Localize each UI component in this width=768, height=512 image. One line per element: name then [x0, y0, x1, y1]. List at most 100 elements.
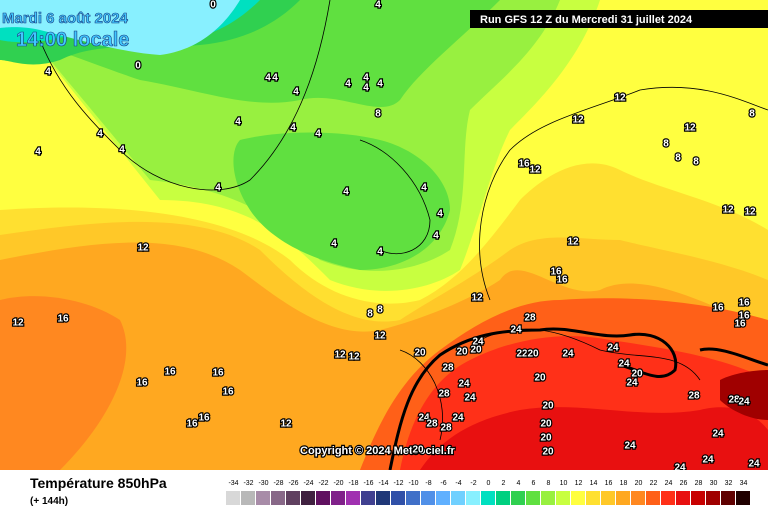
- scale-swatch: [721, 491, 735, 505]
- scale-swatch: [481, 491, 495, 505]
- contour-label: 4: [363, 83, 369, 94]
- scale-swatch: [616, 491, 630, 505]
- contour-label: 20: [527, 349, 539, 360]
- scale-swatch: [586, 491, 600, 505]
- contour-label: 28: [426, 419, 438, 430]
- scale-label: -26: [288, 480, 298, 487]
- contour-label: 4: [345, 79, 351, 90]
- contour-label: 12: [471, 293, 483, 304]
- copyright: Copyright © 2024 Meteociel.fr: [300, 445, 456, 457]
- scale-label: 14: [590, 480, 598, 487]
- contour-label: 12: [348, 352, 360, 363]
- scale-label: 10: [560, 480, 568, 487]
- contour-label: 4: [45, 67, 51, 78]
- scale-label: -34: [228, 480, 238, 487]
- scale-label: 20: [635, 480, 643, 487]
- scale-swatch: [646, 491, 660, 505]
- contour-label: 8: [375, 109, 381, 120]
- contour-label: 24: [702, 455, 714, 466]
- scale-label: 24: [665, 480, 673, 487]
- contour-label: 12: [614, 93, 626, 104]
- contour-label: 28: [728, 395, 740, 406]
- scale-label: -6: [440, 480, 446, 487]
- contour-label: 12: [744, 207, 756, 218]
- scale-label: 28: [695, 480, 703, 487]
- contour-label: 12: [374, 331, 386, 342]
- contour-label: 4: [97, 129, 103, 140]
- contour-label: 24: [626, 378, 638, 389]
- contour-label: 4: [35, 147, 41, 158]
- contour-label: 24: [510, 325, 522, 336]
- contour-label: 16: [738, 311, 750, 322]
- isotherm-24: [388, 327, 768, 470]
- scale-swatch: [256, 491, 270, 505]
- contour-label: 16: [556, 275, 568, 286]
- contour-label: 4: [235, 117, 241, 128]
- scale-label: -2: [470, 480, 476, 487]
- scale-swatch: [661, 491, 675, 505]
- contour-label: 16: [712, 303, 724, 314]
- scale-swatch: [466, 491, 480, 505]
- scale-label: -12: [393, 480, 403, 487]
- scale-swatch: [571, 491, 585, 505]
- contour-label: 20: [540, 433, 552, 444]
- contour-label: 12: [722, 205, 734, 216]
- scale-swatch: [301, 491, 315, 505]
- contour-label: 4: [331, 239, 337, 250]
- contour-label: 16: [164, 367, 176, 378]
- contour-label: 28: [440, 423, 452, 434]
- legend-subtitle: (+ 144h): [30, 496, 68, 507]
- scale-label: 30: [710, 480, 718, 487]
- scale-label: 2: [502, 480, 506, 487]
- contour-label: 12: [567, 237, 579, 248]
- scale-label: -32: [243, 480, 253, 487]
- scale-swatch: [286, 491, 300, 505]
- scale-label: 32: [725, 480, 733, 487]
- scale-swatch: [676, 491, 690, 505]
- scale-label: 18: [620, 480, 628, 487]
- scale-swatch: [736, 491, 750, 505]
- legend-title: Température 850hPa: [30, 475, 167, 491]
- contour-label: 28: [438, 389, 450, 400]
- contour-label: 20: [456, 347, 468, 358]
- color-scale: -34 -32 -30 -28 -26 -24 -22 -20 -18 -16 -14 -12 -10-…: [226, 480, 750, 505]
- scale-swatch: [436, 491, 450, 505]
- contour-label: 4: [433, 231, 439, 242]
- contour-label: 4: [363, 73, 369, 84]
- contour-label: 24: [618, 359, 630, 370]
- contour-label: 4: [272, 73, 278, 84]
- contour-label: 4: [437, 209, 443, 220]
- contour-label: 20: [542, 447, 554, 458]
- contour-label: 24: [418, 413, 430, 424]
- contour-label: 4: [375, 0, 381, 11]
- scale-swatch: [226, 491, 240, 505]
- contour-label: 4: [343, 187, 349, 198]
- contour-label: 12: [684, 123, 696, 134]
- contour-label: 12: [12, 318, 24, 329]
- contour-label: 12: [572, 115, 584, 126]
- contour-label: 22: [516, 349, 528, 360]
- contour-label: 24: [452, 413, 464, 424]
- contour-label: 4: [377, 247, 383, 258]
- contour-label: 16: [738, 298, 750, 309]
- contour-label: 4: [377, 79, 383, 90]
- scale-label: -20: [333, 480, 343, 487]
- scale-label: -22: [318, 480, 328, 487]
- run-box: [470, 10, 768, 28]
- contour-label: 24: [624, 441, 636, 452]
- contour-label: 16: [518, 159, 530, 170]
- contour-label: 24: [458, 379, 470, 390]
- forecast-date: Mardi 6 août 2024: [2, 10, 129, 27]
- contour-label: 12: [529, 165, 541, 176]
- contour-label: 8: [749, 109, 755, 120]
- scale-swatch: [316, 491, 330, 505]
- scale-swatch: [331, 491, 345, 505]
- scale-swatch: [361, 491, 375, 505]
- contour-label: 20: [534, 373, 546, 384]
- scale-swatch: [691, 491, 705, 505]
- scale-swatch: [451, 491, 465, 505]
- scale-label: 16: [605, 480, 613, 487]
- contour-label: 16: [136, 378, 148, 389]
